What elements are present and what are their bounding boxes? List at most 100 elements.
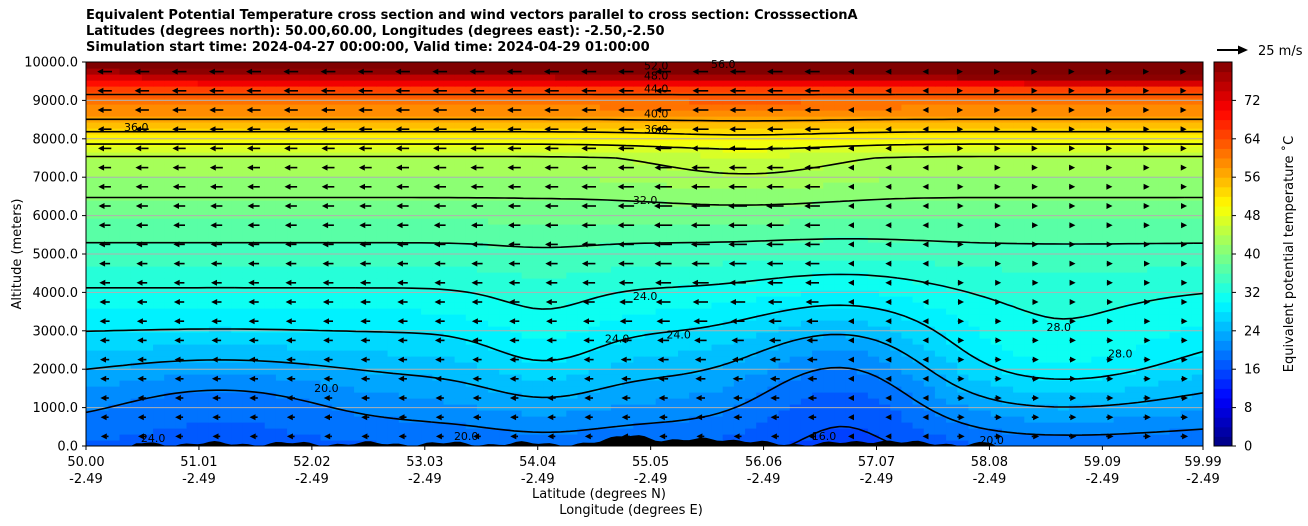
field-cell [756,356,768,363]
field-cell [1046,410,1059,417]
field-cell [1013,176,1025,183]
field-cell [711,356,724,363]
field-cell [320,326,333,333]
field-cell [1091,152,1104,159]
field-cell [153,218,165,225]
field-cell [946,164,958,171]
field-cell [555,176,567,183]
field-cell [968,146,981,153]
field-cell [800,248,813,255]
field-cell [320,320,333,327]
field-cell [845,230,858,237]
field-cell [957,338,970,345]
field-cell [409,398,422,405]
field-cell [1035,440,1048,446]
field-cell [197,170,210,177]
field-cell [1147,206,1159,213]
field-cell [979,260,992,267]
field-cell [409,146,422,153]
field-cell [443,242,456,249]
field-cell [923,308,936,315]
field-cell [1135,260,1148,267]
field-cell [443,230,456,237]
field-cell [421,314,433,321]
field-cell [488,146,500,153]
field-cell [1024,188,1037,195]
field-cell [990,314,1003,321]
field-cell [130,434,143,441]
field-cell [287,236,299,243]
field-cell [867,152,880,159]
field-cell [879,368,891,375]
field-cell [555,194,567,201]
field-cell [543,158,556,165]
field-cell [711,188,724,195]
field-cell [812,422,824,429]
field-cell [622,200,634,207]
field-cell [946,242,958,249]
field-cell [1024,350,1037,357]
field-cell [331,302,344,309]
field-cell [208,200,221,207]
field-cell [566,248,579,255]
field-cell [834,266,847,273]
field-cell [599,200,612,207]
field-cell [476,284,489,291]
field-cell [923,344,936,351]
field-cell [1124,146,1137,153]
field-cell [700,380,713,387]
field-cell [856,410,869,417]
field-cell [510,344,523,351]
field-cell [979,200,992,207]
field-cell [242,410,255,417]
field-cell [722,272,735,279]
field-cell [119,296,132,303]
field-cell [778,338,791,345]
field-cell [722,428,735,435]
field-cell [443,344,456,351]
field-cell [387,326,400,333]
field-cell [231,416,243,423]
field-cell [934,182,947,189]
field-cell [845,326,858,333]
field-cell [387,176,400,183]
field-cell [566,278,579,285]
field-cell [767,314,780,321]
field-cell [745,434,757,441]
field-cell [957,422,970,429]
field-cell [711,338,724,345]
field-cell [588,194,601,201]
field-cell [644,194,657,201]
field-cell [979,326,992,333]
field-cell [275,230,288,237]
field-cell [1035,230,1048,237]
field-cell [354,176,366,183]
field-cell [700,170,713,177]
field-cell [253,146,266,153]
field-cell [1091,320,1104,327]
field-cell [957,302,970,309]
field-cell [1158,254,1171,261]
field-cell [856,242,869,249]
field-cell [566,398,579,405]
field-cell [800,356,813,363]
field-cell [1057,284,1070,291]
field-cell [432,314,445,321]
field-cell [879,386,891,393]
field-cell [789,290,802,297]
field-cell [488,278,500,285]
field-cell [1147,374,1159,381]
field-cell [164,386,176,393]
field-cell [499,362,512,369]
field-cell [197,236,210,243]
field-cell [778,242,791,249]
field-cell [733,380,746,387]
field-cell [979,230,992,237]
field-cell [1113,158,1126,165]
field-cell [678,434,690,441]
field-cell [1091,182,1104,189]
field-cell [398,290,411,297]
field-cell [421,176,433,183]
field-cell [130,278,143,285]
field-cell [901,350,914,357]
